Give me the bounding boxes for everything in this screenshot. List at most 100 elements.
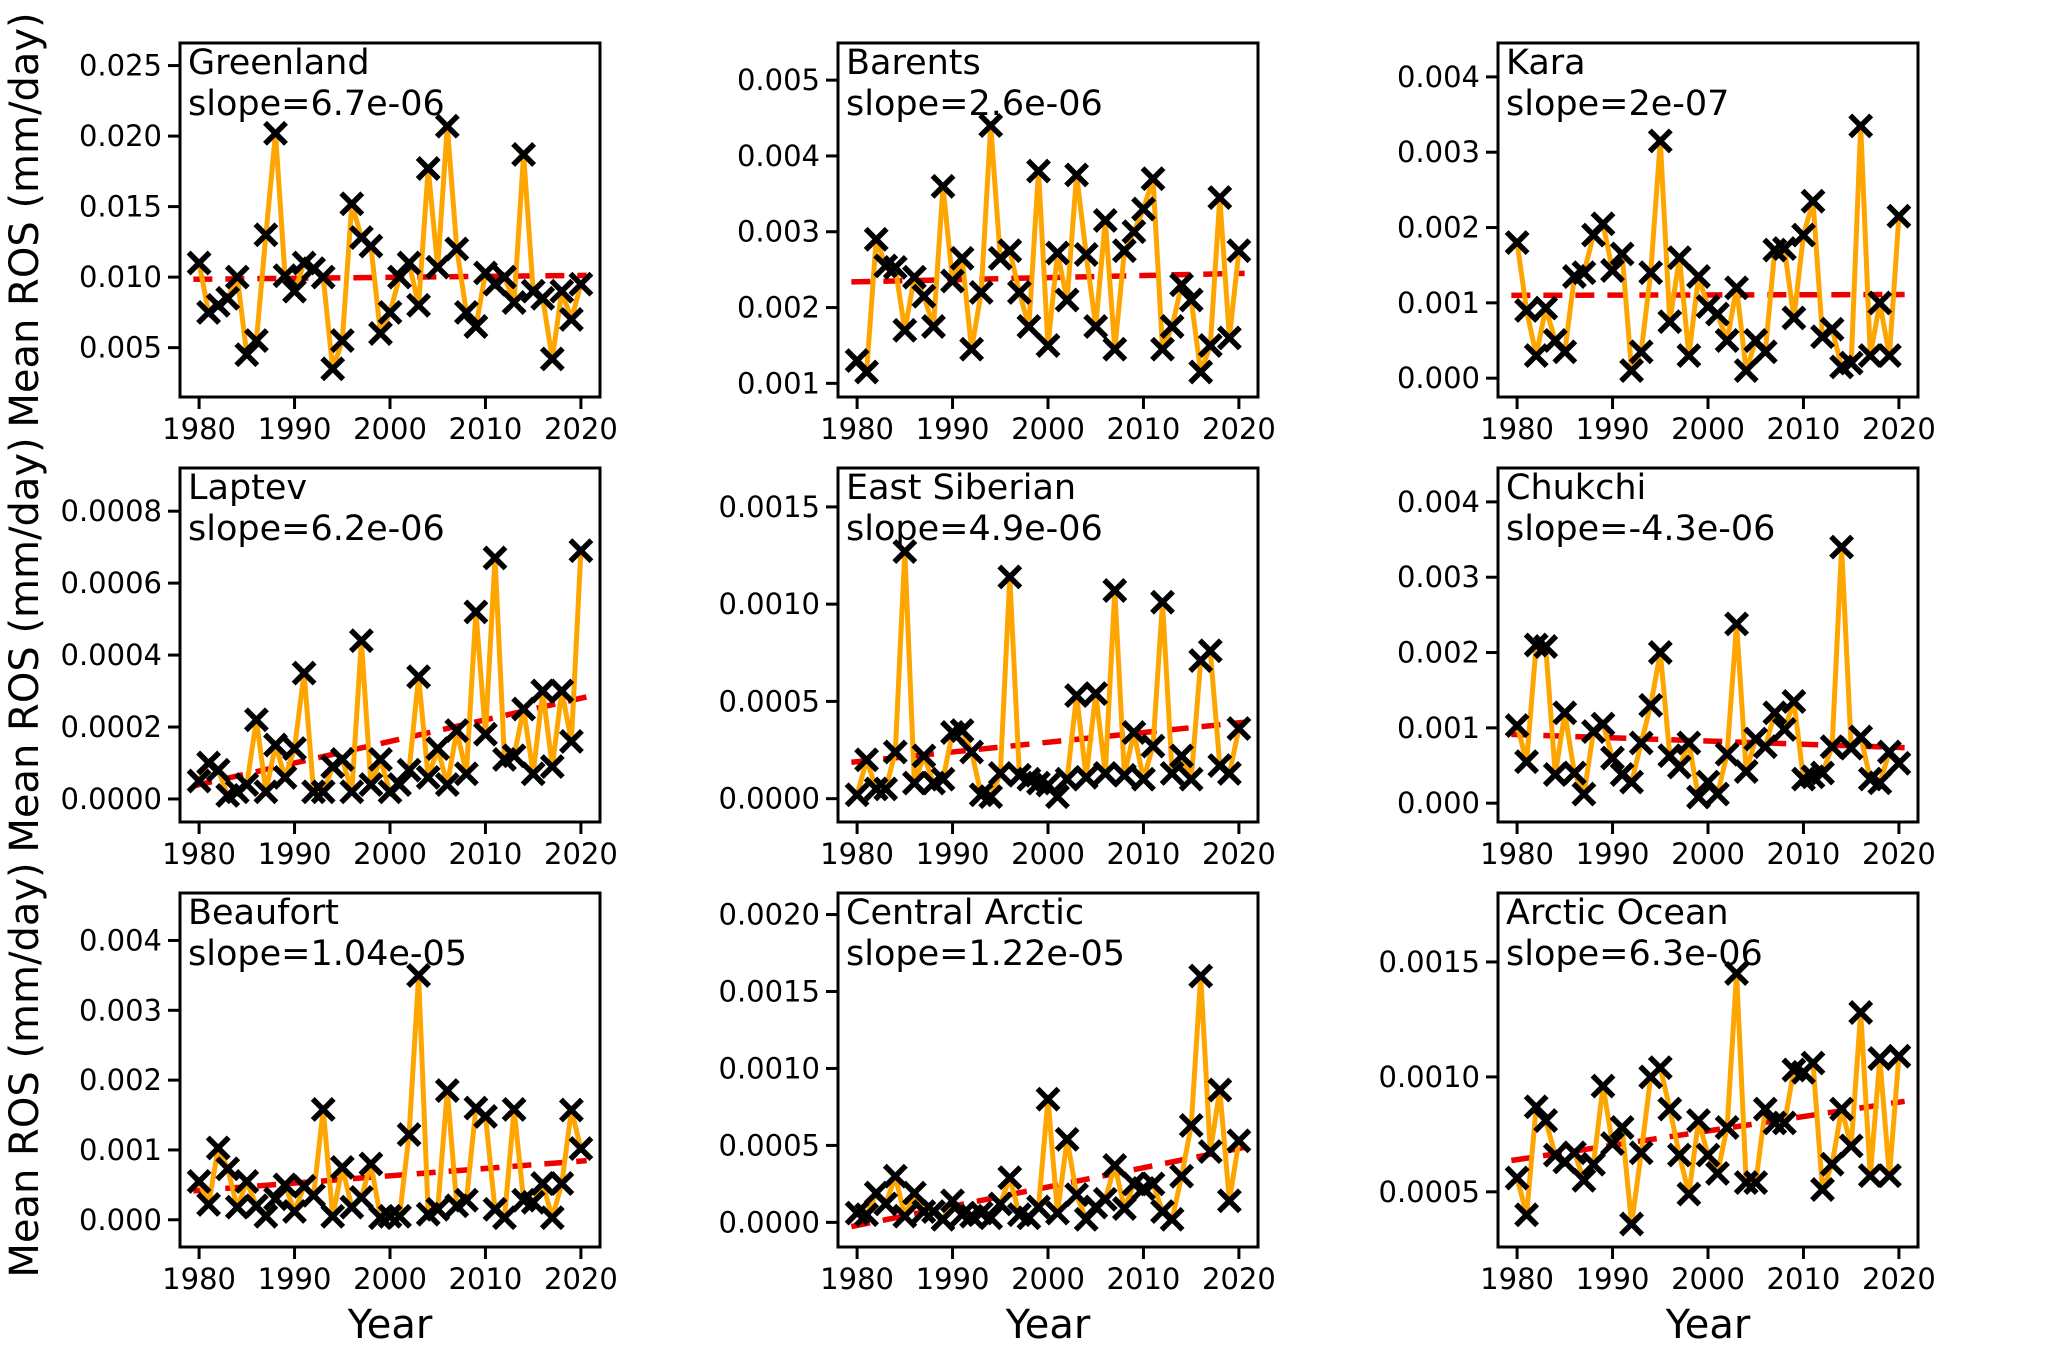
x-marker — [1810, 1177, 1835, 1202]
panel-kara: 1980 1990 2000 2010 2020 0.000 0.001 0.002 0.003… — [1397, 41, 1936, 446]
panel-border — [178, 891, 602, 1249]
x-marker — [530, 678, 556, 704]
x-marker — [1207, 185, 1233, 211]
x-marker — [1676, 1181, 1702, 1207]
y-tick-label: 0.015 — [79, 190, 162, 224]
x-marker — [1102, 336, 1128, 362]
x-marker — [1867, 290, 1893, 316]
x-tick-label: 2020 — [1862, 837, 1936, 871]
x-marker — [1092, 1186, 1118, 1212]
x-marker — [368, 321, 393, 346]
x-tick-label: 1980 — [820, 837, 894, 871]
x-marker — [1600, 258, 1625, 283]
x-marker — [1111, 1196, 1137, 1221]
x-marker — [387, 772, 412, 798]
x-tick-label: 2010 — [1767, 1262, 1841, 1296]
panel-east-siberian: 1980 1990 2000 2010 2020 0.0000 0.0005 0.0010 0.… — [719, 466, 1276, 871]
x-marker — [968, 279, 994, 305]
panel-border — [836, 466, 1260, 824]
x-marker — [1590, 711, 1616, 737]
panel-region-label: Central Arctic — [846, 893, 1084, 933]
x-marker — [186, 250, 212, 276]
y-tick-label: 0.0015 — [1379, 945, 1480, 979]
y-tick-label: 0.001 — [1397, 711, 1480, 745]
x-tick-label: 2000 — [353, 837, 427, 871]
x-marker — [1657, 1096, 1683, 1122]
trend-line — [1511, 291, 1905, 299]
x-marker — [1064, 683, 1090, 709]
x-marker — [501, 1096, 527, 1122]
x-tick-label: 2010 — [1107, 1262, 1181, 1296]
panel-region-label: Laptev — [188, 468, 307, 508]
x-tick-label: 1990 — [1576, 837, 1650, 871]
x-marker — [911, 283, 937, 309]
x-marker — [205, 1135, 231, 1161]
x-marker — [558, 1097, 584, 1123]
x-marker — [1533, 634, 1559, 659]
x-tick-label: 2010 — [449, 412, 523, 446]
x-marker — [930, 766, 956, 792]
x-marker — [539, 346, 565, 372]
panel-slope-label: slope=2e-07 — [1506, 84, 1729, 124]
x-tick-label: 2000 — [353, 412, 427, 446]
y-tick-label: 0.003 — [1397, 560, 1480, 594]
x-marker — [1159, 314, 1185, 339]
x-marker — [1619, 769, 1645, 795]
x-marker — [997, 564, 1023, 590]
x-marker — [291, 660, 317, 686]
x-marker — [1514, 1202, 1540, 1228]
x-marker — [329, 1154, 355, 1180]
y-tick-label: 0.0000 — [719, 782, 820, 816]
x-marker — [415, 764, 441, 790]
x-tick-label: 2020 — [1202, 837, 1276, 871]
y-tick-label: 0.000 — [1397, 361, 1480, 395]
x-marker — [1771, 236, 1797, 262]
x-marker — [387, 1203, 412, 1229]
x-marker — [530, 285, 556, 311]
x-marker — [1857, 1163, 1883, 1189]
x-marker — [396, 757, 422, 783]
x-marker — [215, 285, 241, 311]
panel-arctic-ocean: 1980 1990 2000 2010 2020 0.0005 0.0010 0.0015 Ar… — [1379, 891, 1936, 1296]
panel-border — [1496, 466, 1920, 824]
x-marker — [997, 238, 1023, 264]
x-marker — [358, 1151, 384, 1177]
x-marker — [1676, 730, 1702, 756]
x-marker — [1073, 764, 1099, 790]
x-marker — [1876, 1163, 1902, 1189]
x-tick-label: 2010 — [449, 837, 523, 871]
x-marker — [1771, 716, 1797, 742]
x-marker — [272, 764, 298, 790]
x-marker — [1762, 1110, 1788, 1136]
x-marker — [901, 770, 927, 796]
x-marker — [1686, 264, 1711, 289]
y-tick-label: 0.0008 — [61, 494, 162, 528]
x-marker — [1886, 750, 1912, 776]
x-marker — [387, 264, 412, 290]
x-marker — [263, 120, 288, 146]
x-marker — [1026, 158, 1051, 184]
x-marker — [1102, 1152, 1128, 1178]
x-marker — [1016, 314, 1042, 339]
x-tick-label: 1980 — [1480, 412, 1554, 446]
x-marker — [1619, 1211, 1645, 1237]
x-marker — [987, 1191, 1013, 1217]
y-tick-label: 0.0010 — [719, 1051, 820, 1085]
panel-region-label: East Siberian — [846, 468, 1076, 508]
x-marker — [425, 736, 451, 762]
x-marker — [501, 290, 527, 315]
x-marker — [1131, 766, 1156, 792]
x-marker — [444, 718, 470, 744]
x-marker — [1705, 1160, 1730, 1186]
data-markers — [1504, 534, 1912, 810]
x-marker — [1714, 1115, 1740, 1140]
x-marker — [873, 776, 899, 802]
y-tick-label: 0.0006 — [61, 566, 162, 600]
x-marker — [329, 328, 355, 354]
x-marker — [453, 761, 479, 787]
x-marker — [921, 314, 946, 339]
y-tick-label: 0.002 — [1397, 211, 1480, 245]
x-marker — [1638, 260, 1664, 286]
x-tick-label: 1990 — [916, 412, 990, 446]
x-marker — [1724, 611, 1750, 637]
